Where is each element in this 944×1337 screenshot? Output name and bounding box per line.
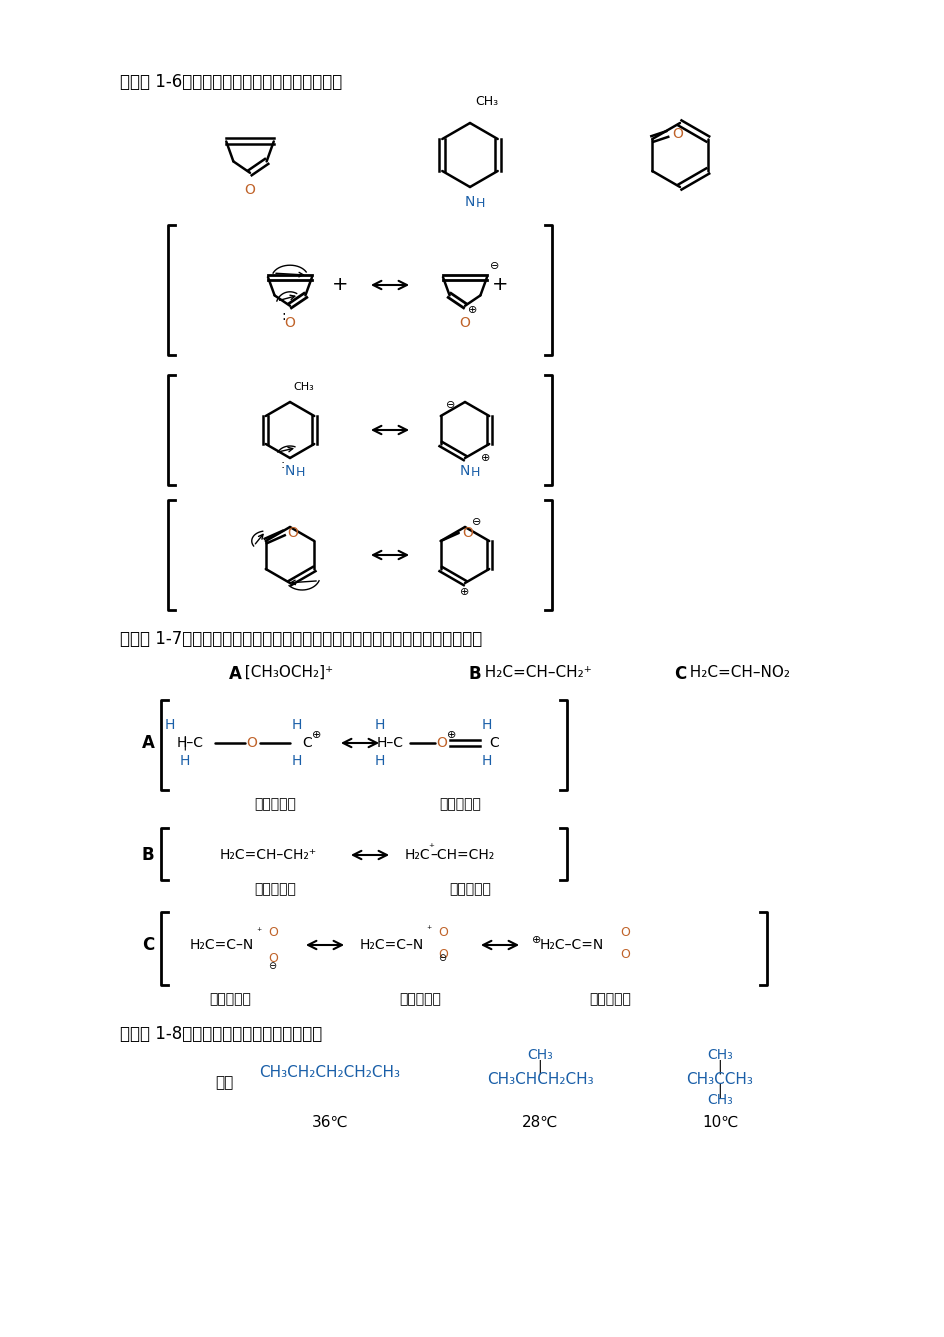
- Text: O: O: [437, 948, 447, 961]
- Text: ⊖: ⊖: [268, 961, 276, 971]
- Text: CH₃: CH₃: [527, 1048, 552, 1062]
- Text: CH₃: CH₃: [706, 1094, 733, 1107]
- Text: H: H: [292, 754, 302, 767]
- Text: ⊖: ⊖: [446, 400, 455, 410]
- Text: O: O: [268, 925, 278, 939]
- Text: H₂C: H₂C: [405, 848, 430, 862]
- Text: H: H: [475, 197, 484, 210]
- Text: 思考题 1-8：请解释下列异构体沸点差异。: 思考题 1-8：请解释下列异构体沸点差异。: [120, 1025, 322, 1043]
- Text: 沸点: 沸点: [215, 1075, 233, 1090]
- Text: B: B: [142, 846, 154, 864]
- Text: 10℃: 10℃: [701, 1115, 737, 1130]
- Text: 主要共振式: 主要共振式: [398, 992, 441, 1005]
- Text: H₂C=C–N: H₂C=C–N: [360, 939, 424, 952]
- Text: CH₃: CH₃: [706, 1048, 733, 1062]
- Text: ⊕: ⊕: [531, 935, 541, 945]
- Text: H: H: [292, 718, 302, 731]
- Text: 主要共振式: 主要共振式: [209, 992, 251, 1005]
- Text: C: C: [302, 735, 312, 750]
- Text: O: O: [437, 925, 447, 939]
- Text: H₂C–C=N: H₂C–C=N: [539, 939, 603, 952]
- Text: H: H: [470, 467, 480, 479]
- Text: H–C: H–C: [376, 735, 403, 750]
- Text: O: O: [671, 127, 683, 140]
- Text: H: H: [295, 467, 304, 479]
- Text: O: O: [462, 525, 472, 540]
- Text: H₂C=CH–CH₂⁺: H₂C=CH–CH₂⁺: [475, 664, 591, 681]
- Text: CH₃CHCH₂CH₃: CH₃CHCH₂CH₃: [486, 1072, 593, 1087]
- Text: O: O: [284, 316, 295, 330]
- Text: O: O: [286, 525, 297, 540]
- Text: [CH₃OCH₂]⁺: [CH₃OCH₂]⁺: [235, 664, 333, 681]
- Text: H: H: [481, 754, 492, 767]
- Text: H: H: [375, 754, 385, 767]
- Text: ⊕: ⊕: [312, 730, 321, 739]
- Text: CH₃: CH₃: [293, 382, 313, 392]
- Text: 思考题 1-7：请写出下列化合物共振结构式，并比较稳定性大小和主要共振式。: 思考题 1-7：请写出下列化合物共振结构式，并比较稳定性大小和主要共振式。: [120, 630, 481, 648]
- Text: O: O: [459, 316, 470, 330]
- Text: :: :: [280, 309, 285, 322]
- Text: :: :: [280, 459, 285, 471]
- Text: A: A: [228, 664, 241, 683]
- Text: ⁺: ⁺: [426, 925, 430, 935]
- Text: ⊖: ⊖: [471, 517, 480, 527]
- Text: 主要共振式: 主要共振式: [254, 882, 295, 896]
- Text: 28℃: 28℃: [521, 1115, 558, 1130]
- Text: ⊖: ⊖: [490, 261, 499, 271]
- Text: O: O: [619, 948, 630, 961]
- Text: N: N: [464, 195, 475, 209]
- Text: H₂C=CH–NO₂: H₂C=CH–NO₂: [680, 664, 789, 681]
- Text: CH₃: CH₃: [475, 95, 497, 108]
- Text: O: O: [244, 183, 255, 197]
- Text: +: +: [331, 275, 348, 294]
- Text: O: O: [268, 952, 278, 964]
- Text: H: H: [164, 718, 175, 731]
- Text: |: |: [537, 1060, 542, 1075]
- Text: C: C: [142, 936, 154, 955]
- Text: 主要共振式: 主要共振式: [448, 882, 491, 896]
- Text: +: +: [491, 275, 508, 294]
- Text: |: |: [182, 735, 187, 750]
- Text: H: H: [375, 718, 385, 731]
- Text: H: H: [179, 754, 190, 767]
- Text: O: O: [619, 925, 630, 939]
- Text: C: C: [489, 735, 498, 750]
- Text: C: C: [673, 664, 685, 683]
- Text: H₂C=C–N: H₂C=C–N: [190, 939, 254, 952]
- Text: O: O: [246, 735, 257, 750]
- Text: 思考题 1-6：请写出下列化合物共振共振结构式: 思考题 1-6：请写出下列化合物共振共振结构式: [120, 74, 342, 91]
- Text: ⊕: ⊕: [460, 587, 469, 598]
- Text: 36℃: 36℃: [312, 1115, 348, 1130]
- Text: ⊕: ⊕: [480, 453, 490, 463]
- Text: H₂C=CH–CH₂⁺: H₂C=CH–CH₂⁺: [220, 848, 317, 862]
- Text: CH₃CCH₃: CH₃CCH₃: [686, 1072, 752, 1087]
- Text: O: O: [436, 735, 447, 750]
- Text: –CH=CH₂: –CH=CH₂: [430, 848, 494, 862]
- Text: ⊕: ⊕: [468, 305, 477, 314]
- Text: |: |: [716, 1060, 721, 1075]
- Text: ⊕: ⊕: [447, 730, 456, 739]
- Text: |: |: [716, 1084, 721, 1099]
- Text: H: H: [481, 718, 492, 731]
- Text: B: B: [468, 664, 480, 683]
- Text: CH₃CH₂CH₂CH₂CH₃: CH₃CH₂CH₂CH₂CH₃: [260, 1066, 400, 1080]
- Text: N: N: [460, 464, 470, 479]
- Text: 主要共振式: 主要共振式: [439, 797, 480, 812]
- Text: 次要共振式: 次要共振式: [588, 992, 631, 1005]
- Text: N: N: [284, 464, 295, 479]
- Text: ⁺: ⁺: [428, 844, 433, 853]
- Text: 次要共振式: 次要共振式: [254, 797, 295, 812]
- Text: H–C: H–C: [177, 735, 203, 750]
- Text: ⊖: ⊖: [437, 953, 446, 963]
- Text: ⁺: ⁺: [256, 927, 261, 937]
- Text: A: A: [142, 734, 154, 751]
